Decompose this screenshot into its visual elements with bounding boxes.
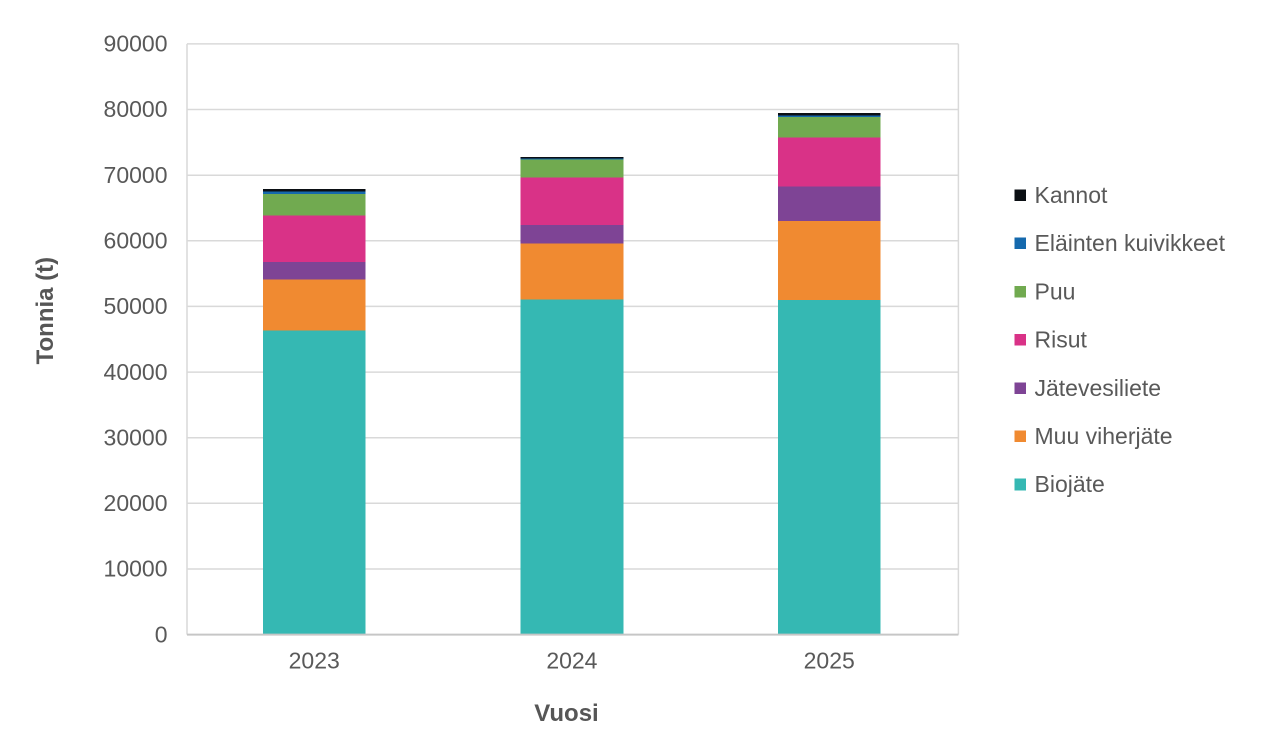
svg-text:10000: 10000 — [104, 556, 168, 582]
svg-text:2025: 2025 — [804, 648, 855, 674]
svg-text:Muu viherjäte: Muu viherjäte — [1035, 423, 1173, 449]
svg-text:Biojäte: Biojäte — [1035, 471, 1105, 497]
svg-text:Eläinten kuivikkeet: Eläinten kuivikkeet — [1035, 230, 1226, 256]
svg-text:Puu: Puu — [1035, 278, 1076, 304]
svg-text:90000: 90000 — [104, 31, 168, 57]
svg-text:Jätevesiliete: Jätevesiliete — [1035, 375, 1162, 401]
svg-text:60000: 60000 — [104, 228, 168, 254]
svg-text:Kannot: Kannot — [1035, 182, 1109, 208]
svg-text:0: 0 — [155, 621, 168, 647]
svg-text:2024: 2024 — [546, 648, 597, 674]
svg-text:30000: 30000 — [104, 424, 168, 450]
svg-text:40000: 40000 — [104, 359, 168, 385]
svg-text:Vuosi: Vuosi — [534, 700, 598, 727]
svg-text:20000: 20000 — [104, 490, 168, 516]
svg-text:80000: 80000 — [104, 96, 168, 122]
svg-text:2023: 2023 — [289, 648, 340, 674]
svg-text:Risut: Risut — [1035, 327, 1088, 353]
svg-text:50000: 50000 — [104, 293, 168, 319]
svg-text:70000: 70000 — [104, 162, 168, 188]
svg-text:Tonnia (t): Tonnia (t) — [32, 257, 59, 365]
